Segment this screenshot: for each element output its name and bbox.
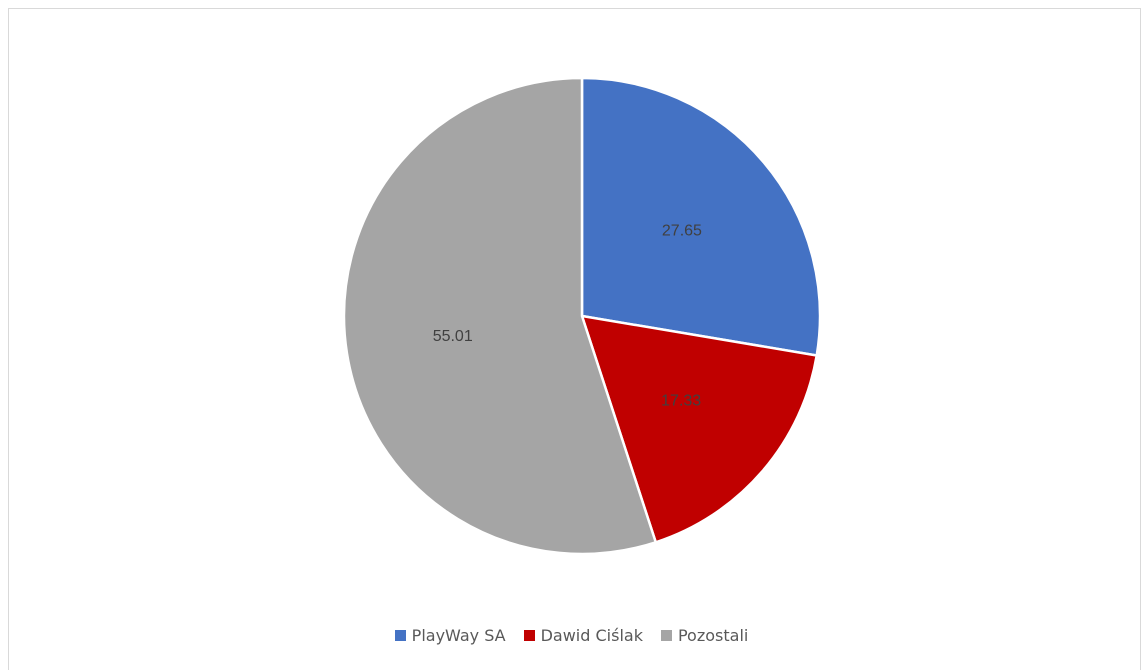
- pie-data-labels: 27.65 17.33 55.01: [433, 223, 702, 410]
- pie-slice-2: [342, 76, 658, 556]
- pie-slice-0: [580, 76, 822, 357]
- legend-item-playway: PlayWay SA: [394, 626, 506, 645]
- legend-label-dawid-cislak: Dawid Ciślak: [540, 626, 643, 645]
- legend-swatch-dawid-cislak: [523, 630, 535, 641]
- legend-label-playway: PlayWay SA: [411, 626, 506, 645]
- legend-item-dawid-cislak: Dawid Ciślak: [523, 626, 643, 645]
- legend-label-pozostali: Pozostali: [677, 626, 749, 645]
- pie-data-label-2: 55.01: [433, 328, 473, 345]
- pie-slices: [342, 76, 822, 556]
- pie-slice-1: [580, 314, 818, 544]
- legend-item-pozostali: Pozostali: [660, 626, 749, 645]
- legend-swatch-playway: [394, 630, 406, 641]
- legend-swatch-pozostali: [660, 630, 672, 641]
- pie-data-label-1: 17.33: [661, 393, 701, 410]
- legend: PlayWay SA Dawid Ciślak Pozostali: [0, 626, 1143, 645]
- pie-data-label-0: 27.65: [662, 223, 702, 240]
